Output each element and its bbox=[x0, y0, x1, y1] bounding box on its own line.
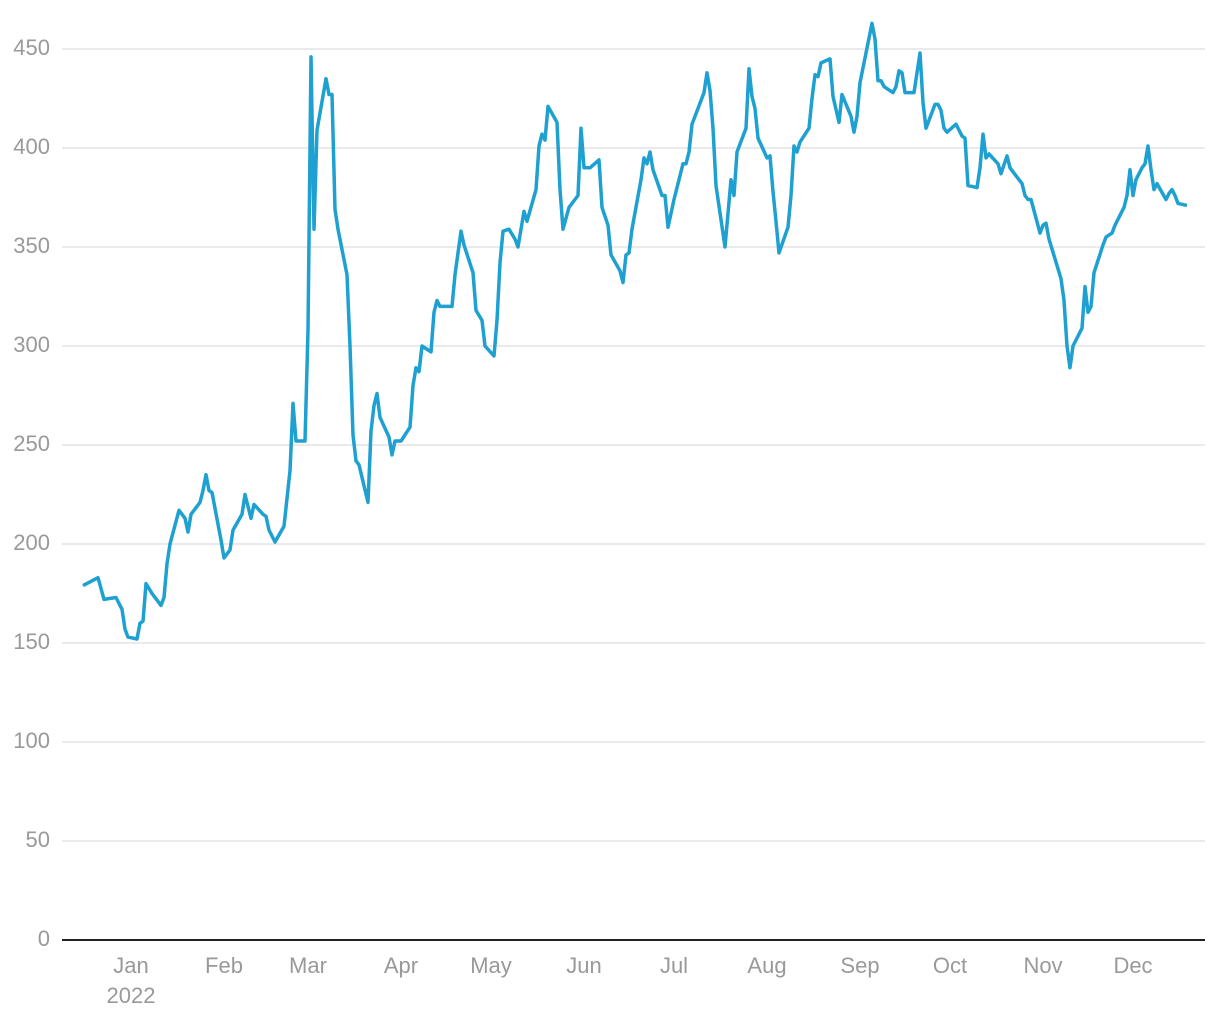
x-tick-label: Oct bbox=[933, 953, 967, 978]
y-tick-label: 150 bbox=[13, 629, 50, 654]
y-tick-label: 200 bbox=[13, 530, 50, 555]
y-tick-label: 400 bbox=[13, 134, 50, 159]
x-tick-label: Dec bbox=[1113, 953, 1152, 978]
x-tick-label: Aug bbox=[747, 953, 786, 978]
y-tick-label: 50 bbox=[26, 827, 50, 852]
data-line bbox=[82, 21, 1188, 641]
y-tick-label: 300 bbox=[13, 332, 50, 357]
y-tick-label: 350 bbox=[13, 233, 50, 258]
x-tick-label: Mar bbox=[289, 953, 327, 978]
x-tick-label: Feb bbox=[205, 953, 243, 978]
x-year-label: 2022 bbox=[107, 983, 156, 1008]
x-tick-label: Apr bbox=[384, 953, 418, 978]
y-tick-label: 0 bbox=[38, 926, 50, 951]
y-tick-label: 100 bbox=[13, 728, 50, 753]
x-tick-label: Jul bbox=[660, 953, 688, 978]
y-tick-label: 250 bbox=[13, 431, 50, 456]
x-tick-label: Jan bbox=[113, 953, 148, 978]
x-tick-label: Nov bbox=[1023, 953, 1062, 978]
y-tick-label: 450 bbox=[13, 35, 50, 60]
x-tick-label: Jun bbox=[566, 953, 601, 978]
x-tick-label: Sep bbox=[840, 953, 879, 978]
x-tick-label: May bbox=[470, 953, 512, 978]
